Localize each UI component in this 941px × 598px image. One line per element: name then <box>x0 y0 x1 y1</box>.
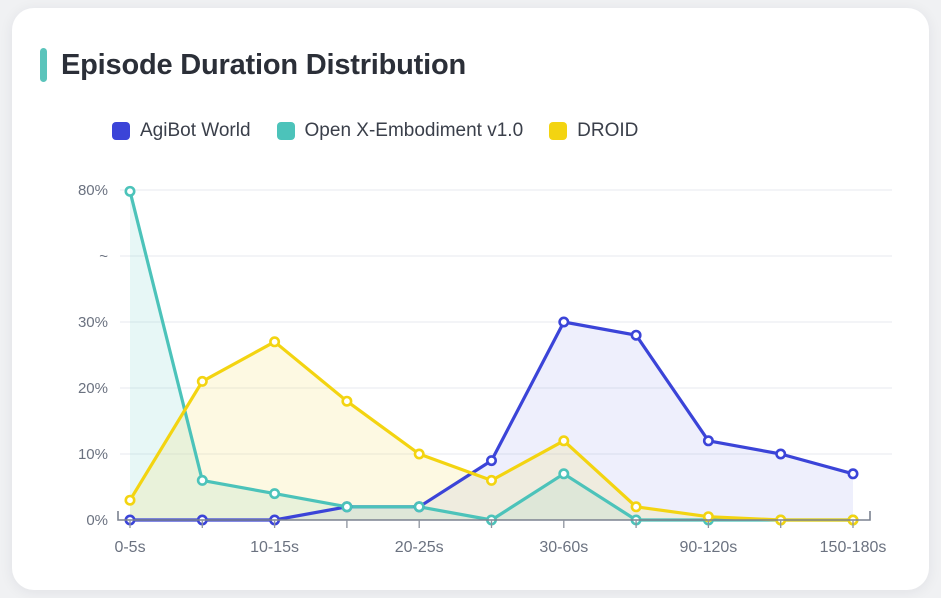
data-point[interactable] <box>196 474 208 486</box>
data-point[interactable] <box>124 494 136 506</box>
data-point[interactable] <box>269 488 281 500</box>
data-point[interactable] <box>775 448 787 460</box>
x-tick-label: 0-5s <box>114 539 145 556</box>
y-tick-label: 30% <box>78 314 108 331</box>
legend-swatch-droid-icon <box>549 122 568 140</box>
data-point[interactable] <box>558 435 570 447</box>
y-tick-label: 0% <box>86 512 108 529</box>
title-accent-bar <box>40 48 47 82</box>
x-axis-tick-labels: 0-5s 10-15s 20-25s 30-60s 90-120s 150-180s <box>114 539 886 556</box>
y-axis-tick-labels: 0% 10% 20% 30% ~80% <box>78 182 108 529</box>
x-tick-label: 90-120s <box>679 539 737 556</box>
data-point[interactable] <box>702 435 714 447</box>
data-point[interactable] <box>558 316 570 328</box>
chart-card: Episode Duration Distribution AgiBot Wor… <box>12 8 929 590</box>
y-tick-label: 10% <box>78 446 108 463</box>
data-point[interactable] <box>341 501 353 513</box>
chart-legend: AgiBot World Open X-Embodiment v1.0 DROI… <box>112 120 638 142</box>
legend-item-droid[interactable]: DROID <box>549 120 638 142</box>
axes <box>117 511 871 528</box>
data-point[interactable] <box>341 395 353 407</box>
y-tick-label: ~ <box>99 248 108 265</box>
data-point[interactable] <box>485 474 497 486</box>
x-tick-label: 150-180s <box>820 539 887 556</box>
data-point[interactable] <box>630 501 642 513</box>
line-chart-svg: 0% 10% 20% 30% ~80% 0-5s 10-15s 20-25s 30-60s 90… <box>78 182 892 556</box>
data-point[interactable] <box>413 501 425 513</box>
y-tick-label: 20% <box>78 380 108 397</box>
card-title-row: Episode Duration Distribution <box>40 48 466 82</box>
legend-label-droid: DROID <box>577 120 639 141</box>
data-point[interactable] <box>558 468 570 480</box>
x-tick-label: 20-25s <box>395 539 444 556</box>
data-point[interactable] <box>485 455 497 467</box>
y-tick-label: 80% <box>78 182 108 199</box>
legend-swatch-oxe-icon <box>276 122 295 140</box>
page-title: Episode Duration Distribution <box>61 48 467 81</box>
grid-lines <box>120 189 892 455</box>
legend-label-open-x-embodiment: Open X-Embodiment v1.0 <box>304 120 524 141</box>
data-point[interactable] <box>269 336 281 348</box>
legend-swatch-agibot-icon <box>112 122 130 140</box>
data-point[interactable] <box>630 329 642 341</box>
data-point[interactable] <box>847 468 859 480</box>
data-point[interactable] <box>124 185 136 197</box>
data-point[interactable] <box>196 375 208 387</box>
legend-item-agibot-world[interactable]: AgiBot World <box>112 120 251 142</box>
legend-label-agibot-world: AgiBot World <box>140 120 251 141</box>
data-point[interactable] <box>413 448 425 460</box>
x-tick-label: 10-15s <box>250 539 299 556</box>
series-area-fills <box>130 191 853 520</box>
x-tick-label: 30-60s <box>539 539 588 556</box>
chart-plot-area: 0% 10% 20% 30% ~80% 0-5s 10-15s 20-25s 30-60s 90… <box>12 8 929 590</box>
legend-item-open-x-embodiment[interactable]: Open X-Embodiment v1.0 <box>276 120 524 142</box>
